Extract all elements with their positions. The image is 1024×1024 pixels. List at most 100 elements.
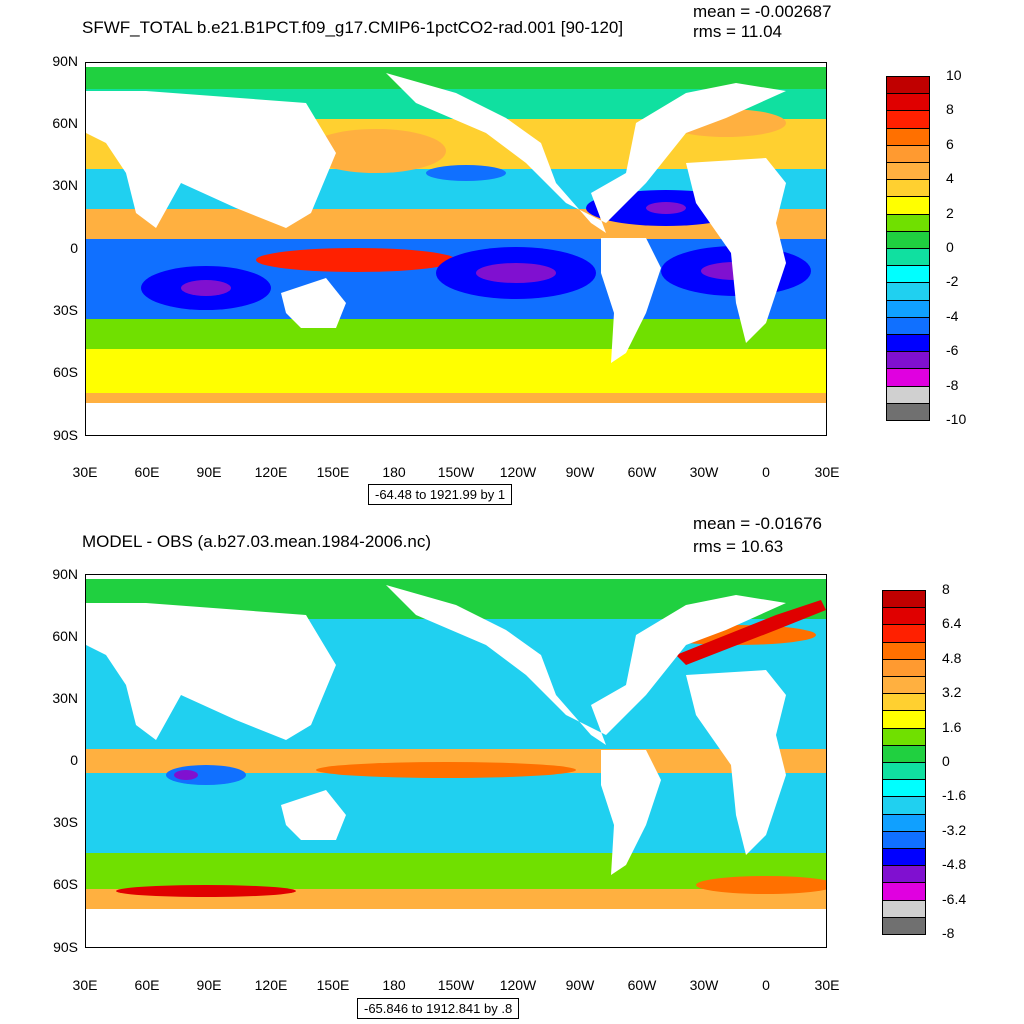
lat-label: 0: [70, 240, 78, 256]
colorbar-label: 8: [946, 101, 954, 118]
colorbar-label: 10: [946, 67, 962, 83]
colorbar-swatch: [886, 334, 930, 353]
lon-label: 90E: [196, 977, 222, 993]
colorbar-swatch: [882, 762, 926, 781]
colorbar-swatch: [886, 230, 930, 249]
colorbar-label: 0: [946, 239, 954, 255]
lon-label: 0: [762, 464, 770, 480]
colorbar-label: 6.4: [942, 615, 962, 632]
bottom-panel: MODEL - OBS (a.b27.03.mean.1984-2006.nc)…: [0, 512, 1024, 1024]
colorbar-swatch: [882, 796, 926, 815]
colorbar-swatch: [886, 282, 930, 301]
colorbar-swatch: [886, 179, 930, 198]
colorbar-swatch: [882, 779, 926, 798]
colorbar-label: 0: [942, 753, 950, 769]
lat-label: 60N: [52, 628, 78, 644]
top-map-frame: [85, 62, 827, 436]
lon-label: 120W: [499, 977, 537, 993]
colorbar-swatch: [882, 882, 926, 901]
lat-label: 60N: [52, 115, 78, 131]
lon-label: 150E: [316, 977, 350, 993]
lat-label: 30N: [52, 690, 78, 706]
colorbar-swatch: [882, 813, 926, 832]
colorbar-label: -4.8: [942, 856, 967, 873]
colorbar-swatch: [882, 727, 926, 746]
colorbar-label: 3.2: [942, 684, 962, 701]
colorbar-swatch: [886, 76, 930, 95]
colorbar-swatch: [886, 351, 930, 370]
colorbar-label: 1.6: [942, 718, 962, 735]
colorbar-swatch: [886, 265, 930, 284]
lon-label: 60W: [627, 977, 657, 993]
lat-label: 60S: [53, 364, 78, 380]
colorbar-swatch: [882, 916, 926, 935]
colorbar-swatch: [882, 607, 926, 626]
colorbar-swatch: [886, 162, 930, 181]
lon-label: 60W: [627, 464, 657, 480]
colorbar-swatch: [882, 899, 926, 918]
colorbar-label: -2: [946, 273, 959, 290]
colorbar-swatch: [886, 196, 930, 215]
colorbar-swatch: [886, 144, 930, 163]
colorbar-swatch: [882, 590, 926, 609]
colorbar-swatch: [882, 693, 926, 712]
colorbar-label: -8: [942, 925, 955, 941]
colorbar-label: -6: [946, 342, 959, 359]
lat-label: 90N: [52, 566, 78, 582]
lat-label: 90N: [52, 53, 78, 69]
lon-label: 90E: [196, 464, 222, 480]
bottom-rms-text: rms = 10.63: [693, 537, 784, 556]
colorbar-swatch: [886, 93, 930, 112]
lon-label: 0: [762, 977, 770, 993]
colorbar-swatch: [886, 368, 930, 387]
colorbar-swatch: [886, 402, 930, 421]
colorbar-swatch: [886, 248, 930, 267]
lon-label: 30E: [72, 464, 98, 480]
lon-label: 120E: [254, 464, 288, 480]
colorbar-label: -4: [946, 307, 959, 324]
bottom-map-frame: [85, 574, 827, 948]
colorbar-swatch: [886, 385, 930, 404]
colorbar-swatch: [882, 710, 926, 729]
colorbar-swatch: [882, 744, 926, 763]
top-rms-text: rms = 11.04: [693, 22, 782, 41]
lon-label: 60E: [134, 977, 160, 993]
lon-label: 120E: [254, 977, 288, 993]
colorbar-label: 4.8: [942, 649, 962, 666]
lon-label: 60E: [134, 464, 160, 480]
lat-label: 90S: [53, 427, 78, 443]
top-map-canvas: [86, 63, 826, 435]
lon-label: 30W: [689, 464, 719, 480]
bottom-map-canvas: [86, 575, 826, 947]
colorbar-swatch: [886, 299, 930, 318]
top-map-title: SFWF_TOTAL b.e21.B1PCT.f09_g17.CMIP6-1pc…: [82, 18, 624, 37]
lat-label: 0: [70, 752, 78, 768]
lon-label: 30E: [814, 977, 840, 993]
bottom-mean-text: mean = -0.01676: [693, 514, 823, 533]
colorbar-swatch: [886, 110, 930, 129]
colorbar-label: 8: [942, 581, 950, 597]
colorbar-label: -10: [946, 411, 967, 427]
lon-label: 120W: [499, 464, 537, 480]
colorbar-label: -3.2: [942, 821, 967, 838]
lon-label: 150W: [437, 977, 475, 993]
lon-label: 30W: [689, 977, 719, 993]
lon-label: 180: [382, 977, 406, 993]
colorbar-swatch: [882, 865, 926, 884]
lon-label: 180: [382, 464, 406, 480]
top-contour-range: -64.48 to 1921.99 by 1: [368, 484, 513, 505]
colorbar-swatch: [882, 676, 926, 695]
colorbar-swatch: [882, 830, 926, 849]
colorbar-swatch: [886, 127, 930, 146]
colorbar-swatch: [882, 848, 926, 867]
lon-label: 150E: [316, 464, 350, 480]
colorbar-label: 2: [946, 204, 954, 221]
bottom-map-title: MODEL - OBS (a.b27.03.mean.1984-2006.nc): [82, 532, 431, 551]
bottom-contour-range: -65.846 to 1912.841 by .8: [357, 998, 520, 1019]
lat-label: 90S: [53, 939, 78, 955]
lat-label: 30S: [53, 814, 78, 830]
colorbar-swatch: [882, 624, 926, 643]
lat-label: 60S: [53, 876, 78, 892]
colorbar-label: -1.6: [942, 787, 967, 804]
top-panel: SFWF_TOTAL b.e21.B1PCT.f09_g17.CMIP6-1pc…: [52, 2, 967, 505]
